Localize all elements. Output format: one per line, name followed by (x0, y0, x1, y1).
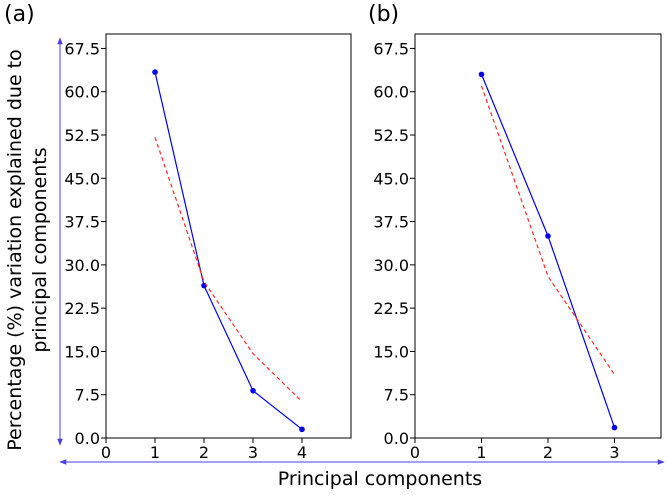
panel-a-x-tick-label: 1 (150, 443, 160, 462)
panel-a-y-tick-label: 0.0 (75, 429, 100, 448)
panel-b-data-point (611, 424, 618, 431)
panel-a-dashed-trend-line (154, 137, 303, 403)
panel-b-dashed-trend-line (480, 85, 615, 375)
panel-b-y-tick-label: 22.5 (373, 299, 409, 318)
panel-a-x-tick-label: 2 (199, 443, 209, 462)
panel-a-y-ticks: 0.0 7.5 15.0 22.5 30.0 37.5 45.0 52.5 60.0 67.5 (64, 39, 106, 448)
panel-b-variation-line (480, 74, 616, 428)
panel-a-y-tick-label: 52.5 (64, 126, 100, 145)
panel-b-series (478, 71, 618, 431)
panel-b-y-ticks: 0.0 7.5 15.0 22.5 30.0 37.5 45.0 52.5 60.0 67.5 (373, 39, 415, 448)
panel-a-x-ticks: 0 1 2 3 4 (101, 438, 307, 462)
panel-a-data-point (152, 69, 158, 75)
panel-b-y-tick-label: 30.0 (373, 256, 409, 275)
panel-a-y-tick-label: 30.0 (64, 256, 100, 275)
panel-b-y-tick-label: 60.0 (373, 83, 409, 102)
panel-a-series (152, 69, 305, 433)
panel-b-y-tick-label: 7.5 (384, 386, 409, 405)
panel-b-y-tick-label: 52.5 (373, 126, 409, 145)
panel-b-x-tick-label: 2 (543, 443, 553, 462)
panel-b-y-tick-label: 37.5 (373, 213, 409, 232)
panel-a-y-tick-label: 22.5 (64, 299, 100, 318)
panel-b-plot-frame (414, 33, 662, 439)
panel-a-y-tick-label: 60.0 (64, 83, 100, 102)
panel-a-data-point (250, 387, 256, 394)
panel-a-y-tick-label: 7.5 (75, 386, 100, 405)
x-axis-title: Principal components (277, 468, 483, 490)
panel-a-y-tick-label: 45.0 (64, 169, 100, 188)
panel-b-y-tick-label: 45.0 (373, 169, 409, 188)
panel-b-y-tick-label: 15.0 (373, 342, 409, 361)
panel-a-chart: 0.0 7.5 15.0 22.5 30.0 37.5 45.0 52.5 60.0 67.5 0… (64, 33, 352, 462)
panel-b-x-ticks: 0 1 2 3 (410, 438, 620, 462)
panel-b-x-tick-label: 0 (410, 443, 420, 462)
panel-a-y-tick-label: 15.0 (64, 342, 100, 361)
panel-b-chart: 0.0 7.5 15.0 22.5 30.0 37.5 45.0 52.5 60.0 67.5 0… (373, 33, 662, 462)
panel-b-x-tick-label: 3 (609, 443, 619, 462)
panel-b-data-point (478, 71, 485, 78)
panel-a-y-tick-label: 37.5 (64, 213, 100, 232)
panel-b-y-tick-label: 0.0 (384, 429, 409, 448)
panel-a-x-tick-label: 4 (297, 443, 307, 462)
panel-a-x-tick-label: 3 (248, 443, 258, 462)
panel-a-label: (a) (4, 2, 35, 27)
panel-a-plot-frame (105, 33, 352, 439)
panel-b-y-tick-label: 67.5 (373, 39, 409, 58)
panel-a-variation-line (154, 71, 303, 430)
panel-a-y-tick-label: 67.5 (64, 39, 100, 58)
panel-a-x-tick-label: 0 (101, 443, 111, 462)
y-axis-title: Percentage (%) variation explained due t… (4, 49, 51, 451)
panel-b-data-point (545, 233, 551, 239)
panel-a-data-point (299, 426, 305, 433)
panel-b-x-tick-label: 1 (476, 443, 486, 462)
panel-b-label: (b) (368, 2, 400, 27)
